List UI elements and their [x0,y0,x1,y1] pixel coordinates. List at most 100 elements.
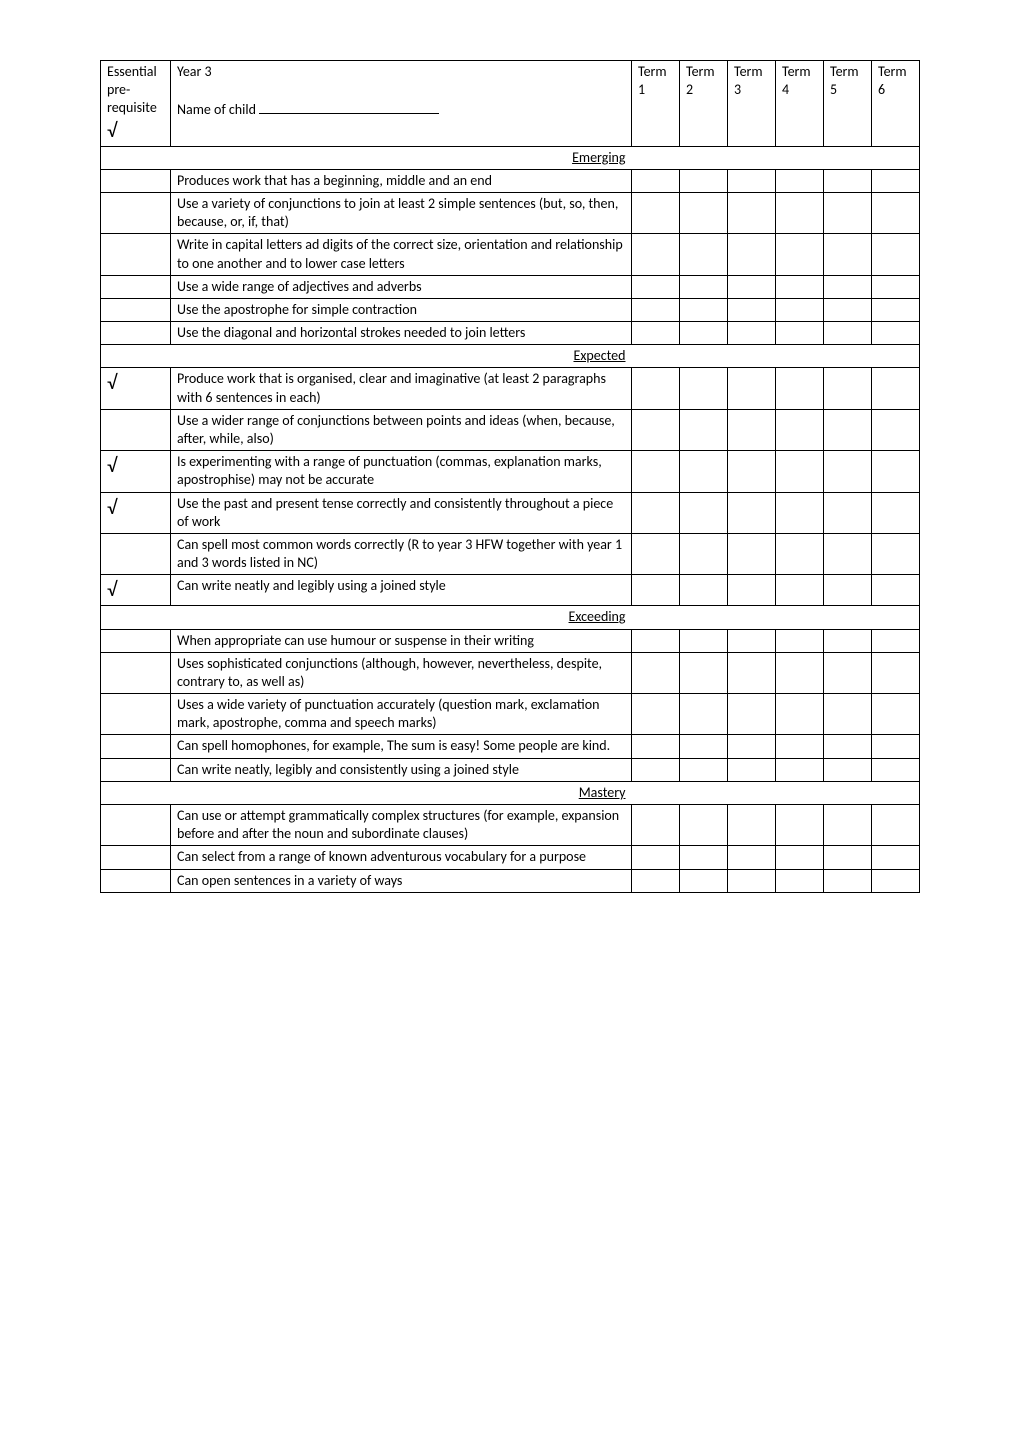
term-cell[interactable] [680,846,728,869]
term-cell[interactable] [728,805,776,846]
term-cell[interactable] [632,533,680,574]
term-cell[interactable] [776,869,824,892]
term-cell[interactable] [632,869,680,892]
term-cell[interactable] [632,409,680,450]
term-cell[interactable] [872,846,920,869]
term-cell[interactable] [776,758,824,781]
term-cell[interactable] [776,169,824,192]
term-cell[interactable] [824,805,872,846]
term-cell[interactable] [824,575,872,606]
term-cell[interactable] [872,805,920,846]
term-cell[interactable] [728,846,776,869]
term-cell[interactable] [776,629,824,652]
term-cell[interactable] [680,758,728,781]
term-cell[interactable] [872,758,920,781]
term-cell[interactable] [872,409,920,450]
term-cell[interactable] [776,694,824,735]
term-cell[interactable] [776,409,824,450]
term-cell[interactable] [872,575,920,606]
term-cell[interactable] [728,694,776,735]
term-cell[interactable] [632,694,680,735]
term-cell[interactable] [728,275,776,298]
term-cell[interactable] [776,533,824,574]
term-cell[interactable] [728,169,776,192]
term-cell[interactable] [728,758,776,781]
term-cell[interactable] [680,169,728,192]
term-cell[interactable] [728,575,776,606]
term-cell[interactable] [728,869,776,892]
term-cell[interactable] [824,846,872,869]
term-cell[interactable] [776,575,824,606]
term-cell[interactable] [872,629,920,652]
term-cell[interactable] [776,492,824,533]
term-cell[interactable] [824,492,872,533]
term-cell[interactable] [632,234,680,275]
term-cell[interactable] [872,533,920,574]
term-cell[interactable] [728,192,776,233]
term-cell[interactable] [776,192,824,233]
term-cell[interactable] [824,298,872,321]
term-cell[interactable] [680,533,728,574]
term-cell[interactable] [872,869,920,892]
term-cell[interactable] [680,234,728,275]
term-cell[interactable] [776,451,824,492]
term-cell[interactable] [776,735,824,758]
term-cell[interactable] [824,409,872,450]
term-cell[interactable] [824,192,872,233]
term-cell[interactable] [632,758,680,781]
term-cell[interactable] [680,575,728,606]
term-cell[interactable] [680,192,728,233]
term-cell[interactable] [680,629,728,652]
term-cell[interactable] [632,735,680,758]
term-cell[interactable] [776,234,824,275]
term-cell[interactable] [680,805,728,846]
term-cell[interactable] [728,652,776,693]
term-cell[interactable] [680,409,728,450]
term-cell[interactable] [824,234,872,275]
term-cell[interactable] [872,735,920,758]
term-cell[interactable] [872,322,920,345]
term-cell[interactable] [632,368,680,409]
term-cell[interactable] [680,735,728,758]
term-cell[interactable] [872,694,920,735]
term-cell[interactable] [680,492,728,533]
term-cell[interactable] [728,409,776,450]
term-cell[interactable] [728,322,776,345]
term-cell[interactable] [824,735,872,758]
term-cell[interactable] [776,805,824,846]
term-cell[interactable] [680,869,728,892]
term-cell[interactable] [776,368,824,409]
term-cell[interactable] [632,322,680,345]
term-cell[interactable] [632,298,680,321]
term-cell[interactable] [728,234,776,275]
term-cell[interactable] [872,492,920,533]
term-cell[interactable] [824,169,872,192]
term-cell[interactable] [824,629,872,652]
term-cell[interactable] [728,492,776,533]
name-field[interactable] [259,99,439,114]
term-cell[interactable] [728,735,776,758]
term-cell[interactable] [728,368,776,409]
term-cell[interactable] [680,652,728,693]
term-cell[interactable] [680,298,728,321]
term-cell[interactable] [776,275,824,298]
term-cell[interactable] [632,451,680,492]
term-cell[interactable] [824,368,872,409]
term-cell[interactable] [824,694,872,735]
term-cell[interactable] [680,368,728,409]
term-cell[interactable] [632,629,680,652]
term-cell[interactable] [632,805,680,846]
term-cell[interactable] [824,652,872,693]
term-cell[interactable] [872,652,920,693]
term-cell[interactable] [632,492,680,533]
term-cell[interactable] [872,275,920,298]
term-cell[interactable] [776,652,824,693]
term-cell[interactable] [632,192,680,233]
term-cell[interactable] [680,322,728,345]
term-cell[interactable] [728,451,776,492]
term-cell[interactable] [824,758,872,781]
term-cell[interactable] [776,322,824,345]
term-cell[interactable] [680,694,728,735]
term-cell[interactable] [824,869,872,892]
term-cell[interactable] [632,652,680,693]
